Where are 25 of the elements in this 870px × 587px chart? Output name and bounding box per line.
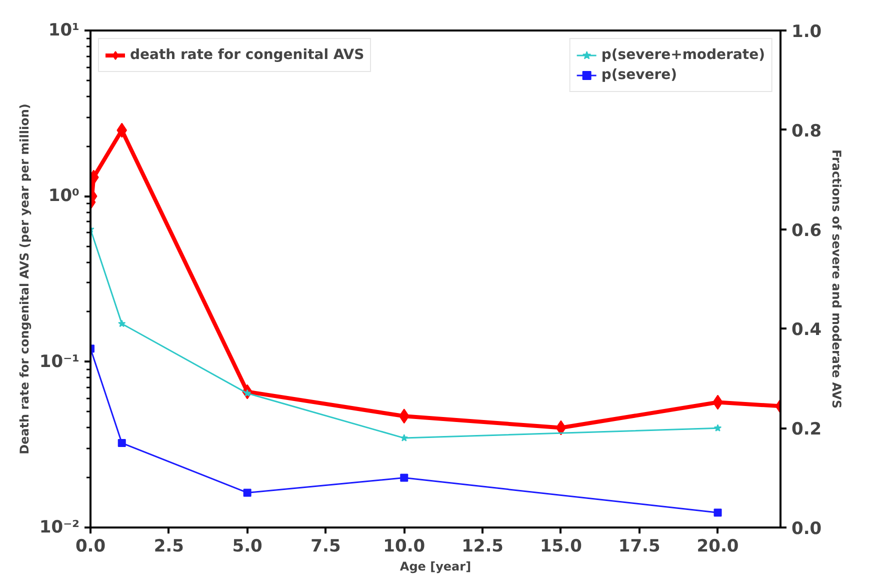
x-tick-label: 5.0 bbox=[232, 536, 263, 556]
x-tick-label: 20.0 bbox=[696, 536, 739, 556]
y2-tick-label: 0.2 bbox=[792, 420, 822, 440]
y-tick-label: 10⁰ bbox=[48, 186, 80, 206]
x-tick-label: 15.0 bbox=[540, 536, 582, 556]
x-tick-label: 0.0 bbox=[75, 536, 106, 556]
y2-tick-label: 0.8 bbox=[792, 121, 822, 142]
y-tick-label: 10¹ bbox=[48, 20, 80, 40]
x-tick-label: 17.5 bbox=[618, 536, 660, 556]
y2-tick-label: 0.4 bbox=[792, 320, 822, 340]
y-tick-label: 10⁻¹ bbox=[39, 352, 80, 372]
y2-axis-title: Fractions of severe and moderate AVS bbox=[830, 150, 844, 409]
legend-label: p(severe) bbox=[601, 67, 677, 83]
x-tick-label: 12.5 bbox=[462, 536, 504, 556]
y2-tick-label: 0.6 bbox=[792, 220, 822, 241]
x-axis-title: Age [year] bbox=[400, 560, 472, 574]
y-axis-title: Death rate for congenital AVS (per year per million) bbox=[17, 104, 32, 454]
y2-tick-label: 0.0 bbox=[792, 519, 822, 539]
x-tick-label: 2.5 bbox=[154, 536, 184, 556]
legend-label: p(severe+moderate) bbox=[601, 47, 765, 63]
x-tick-label: 7.5 bbox=[310, 536, 341, 556]
y2-tick-label: 1.0 bbox=[792, 22, 822, 42]
y-tick-label: 10⁻² bbox=[39, 518, 80, 538]
x-tick-label: 10.0 bbox=[383, 536, 426, 556]
legend-label: death rate for congenital AVS bbox=[130, 47, 364, 63]
